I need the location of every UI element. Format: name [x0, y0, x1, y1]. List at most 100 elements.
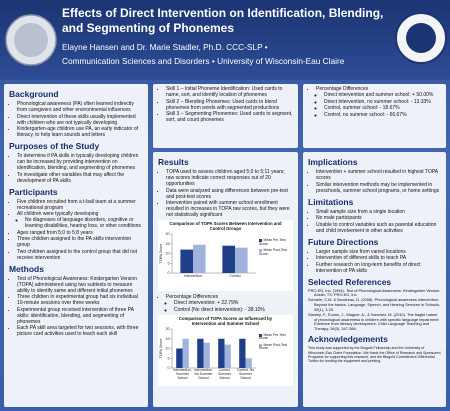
sub-item: Control (No direct intervention): - 38.1…: [174, 307, 293, 313]
bullet-text: Experimental group received intervention…: [17, 306, 134, 325]
section-heading: Participants: [9, 186, 58, 197]
bullet-item: Test of Phonological Awareness: Kinderga…: [17, 276, 143, 294]
y-tick-label: 20: [166, 327, 170, 331]
y-tick-label: 0: [168, 271, 170, 275]
card: Results TOPA used to assess children aged…: [153, 152, 298, 407]
bar: [193, 244, 206, 273]
bullet-item: No male participants: [316, 215, 441, 221]
bullet-text: TOPA used to assess children aged 5;0 to…: [166, 169, 285, 187]
sub-list: Direct intervention: + 22.79%Control (No…: [166, 300, 293, 313]
legend-label: Mean Post-Test Score: [259, 342, 288, 351]
legend-swatch: [259, 333, 262, 337]
bullet-item: Experimental group received intervention…: [17, 307, 143, 325]
plot: 0 5 10 15 20 TOPA Score: [159, 327, 256, 370]
authors: Elayne Hansen and Dr. Marie Stadler, Ph.…: [62, 42, 268, 52]
section-heading: Results: [158, 157, 189, 167]
sub-item: Control, no summer school: - 66.67%: [324, 112, 441, 118]
bullet-list: Percentage DifferencesDirect interventio…: [308, 86, 441, 118]
sub-item: Control, summer school: - 18.67%: [324, 105, 441, 111]
section-heading: Purposes of the Study: [9, 141, 100, 151]
bullet-item: Each PA skill area targeted for two sess…: [17, 325, 143, 337]
x-tick-label: Control, Summer School: [218, 368, 231, 380]
bullet-text: Skill 3 – Segmenting Phonemes: Used card…: [166, 111, 293, 123]
bullet-list: Skill 1 – Initial Phoneme Identification…: [158, 86, 293, 123]
bullet-text: To determine if PA skills in typically d…: [17, 153, 139, 171]
bullet-text: Ages ranged from 5;0 to 5;8 years: [17, 229, 93, 236]
reference: PRO-ED, Inc. (1994). Test of Phonologica…: [308, 287, 441, 298]
y-tick-label: 15: [166, 242, 170, 246]
legend-label: Mean Post-Test Score: [259, 248, 288, 256]
right-logo-inner: [406, 23, 436, 53]
bullet-item: Intervention of different skills to teac…: [316, 255, 441, 261]
legend-swatch: [259, 249, 262, 253]
bar: [224, 344, 231, 368]
bullet-text: Skill 1 – Initial Phoneme Identification…: [166, 86, 283, 98]
bar: [182, 338, 189, 368]
bullet-item: Direct intervention of these skills usua…: [17, 114, 143, 126]
bullet-item: Skill 1 – Initial Phoneme Identification…: [166, 86, 293, 98]
bullet-text: Test of Phonological Awareness: Kinderga…: [17, 275, 137, 294]
x-tick-label: Intervention: [184, 273, 202, 278]
sub-list: Direct intervention and summer school: +…: [316, 92, 441, 118]
bullet-text: Each PA skill area targeted for two sess…: [17, 325, 139, 337]
bullet-text: To investigate other variables that may …: [17, 171, 125, 184]
bullet-text: Similar intervention methods may be impl…: [316, 181, 440, 194]
bullet-item: Intervention paired with summer school e…: [166, 200, 293, 218]
section-heading: Background: [9, 89, 59, 99]
bullet-item: Phonological awareness (PA) often learne…: [17, 101, 143, 113]
bullet-item: Skill 3 – Segmenting Phonemes: Used card…: [166, 111, 293, 123]
bullet-list: Percentage DifferencesDirect interventio…: [158, 294, 293, 313]
section-heading: Future Directions: [308, 236, 379, 247]
bullet-item: TOPA used to assess children aged 5;0 to…: [166, 169, 293, 187]
bullet-list: TOPA used to assess children aged 5;0 to…: [158, 169, 293, 218]
bullet-item: Ages ranged from 5;0 to 5;8 years: [17, 230, 143, 236]
bullet-text: Three children in experimental group had…: [17, 294, 138, 306]
y-axis-label: TOPA Score: [159, 338, 163, 358]
x-tick-label: Intervention, Summer School: [173, 368, 192, 380]
bullet-text: Percentage Differences: [166, 294, 219, 300]
reference: Schuele, C.M. & Boudreau, D. (2008). Pho…: [308, 297, 441, 312]
sub-text: Control, summer school: - 18.67%: [324, 105, 400, 111]
legend-label: Mean Pre-Test Score: [259, 238, 286, 246]
sub-item: Direct intervention: + 22.79%: [174, 300, 293, 306]
chart: Comparison of TOPA Scores as Influenced …: [158, 314, 293, 386]
sub-text: No diagnoses of language disorders, cogn…: [25, 217, 141, 229]
card: Background Phonological awareness (PA) of…: [4, 84, 148, 407]
bar: [235, 247, 248, 273]
bullet-list: Test of Phonological Awareness: Kinderga…: [9, 276, 143, 338]
section-heading: Selected References: [308, 276, 392, 287]
bullet-text: Intervention of different skills to teac…: [316, 255, 407, 261]
sub-text: Direct intervention and summer school: +…: [324, 92, 434, 98]
bullet-item: Small sample size from a single location: [316, 209, 441, 215]
bullet-item: Unable to control variables such as pare…: [316, 222, 441, 234]
x-tick-label: Intervention, No Summer School: [194, 368, 213, 380]
section-heading: Implications: [308, 157, 358, 167]
bar: [203, 342, 210, 368]
bullet-text: All children were typically developing: [17, 211, 99, 217]
legend-entry: Mean Pre-Test Score: [259, 332, 291, 342]
bullet-list: Phonological awareness (PA) often learne…: [9, 101, 143, 138]
bullet-item: Three children in experimental group had…: [17, 294, 143, 306]
bullet-item: Larger sample size from varied locations: [316, 249, 441, 255]
bar: [197, 338, 204, 368]
bullet-item: To investigate other variables that may …: [17, 172, 143, 184]
legend-entry: Mean Post-Test Score: [259, 342, 291, 352]
bullet-text: Five children recruited from a t-ball te…: [17, 198, 136, 211]
sub-text: Direct intervention, no summer school: -…: [324, 98, 431, 105]
sub-list: No diagnoses of language disorders, cogn…: [17, 217, 143, 229]
logos: [5, 12, 447, 66]
bullet-text: Three children assigned to the PA skills…: [17, 236, 132, 248]
card: Skill 1 – Initial Phoneme Identification…: [153, 84, 298, 148]
y-tick-label: 10: [166, 346, 170, 350]
plot-area: 0 5 10 15 20 TOPA Score Intervention Control Mea…: [158, 231, 293, 291]
bullet-item: To determine if PA skills in typically d…: [17, 153, 143, 171]
references: PRO-ED, Inc. (1994). Test of Phonologica…: [308, 287, 441, 332]
bullet-item: Percentage DifferencesDirect interventio…: [316, 86, 441, 118]
legend-entry: Mean Pre-Test Score: [259, 238, 291, 247]
bullet-text: Kindergarten-age children use PA, an ear…: [17, 126, 139, 138]
y-axis-label: TOPA Score: [159, 244, 163, 264]
legend-label: Mean Pre-Test Score: [259, 332, 286, 341]
y-tick-label: 5: [168, 356, 170, 360]
bullet-item: Data were analyzed using differences bet…: [166, 188, 293, 200]
